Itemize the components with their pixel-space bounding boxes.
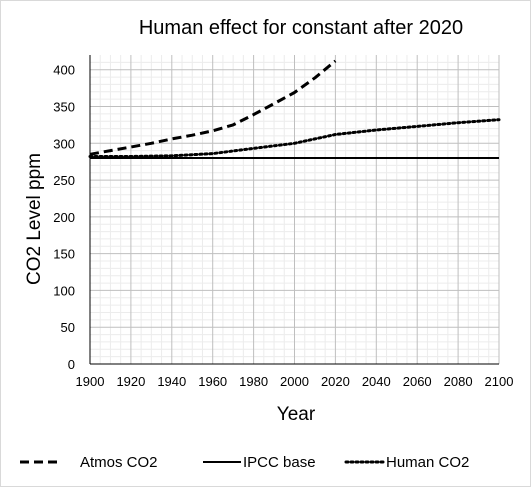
- tick-layer: 1900 1920 1940 1960 1980 2000 2020 2040 2060 2080…: [53, 63, 513, 389]
- legend-item-ipcc-base: IPCC base: [203, 454, 316, 471]
- x-tick-label: 2000: [280, 374, 309, 389]
- legend-item-atmos-co2: Atmos CO2: [20, 454, 158, 471]
- legend-item-human-co2: Human CO2: [344, 454, 469, 471]
- y-axis-title: CO2 Level ppm: [24, 153, 45, 285]
- x-tick-label: 2060: [403, 374, 432, 389]
- x-tick-label: 1940: [157, 374, 186, 389]
- x-tick-label: 1900: [76, 374, 105, 389]
- x-tick-label: 1960: [198, 374, 227, 389]
- x-axis-title: Year: [277, 404, 316, 425]
- x-tick-label: 2020: [321, 374, 350, 389]
- y-tick-label: 50: [61, 320, 75, 335]
- x-tick-label: 1980: [239, 374, 268, 389]
- axis-layer: [89, 55, 499, 365]
- series-layer: [88, 59, 501, 159]
- x-tick-label: 1920: [116, 374, 145, 389]
- y-tick-label: 250: [53, 173, 75, 188]
- y-tick-label: 0: [68, 357, 75, 372]
- grid-layer: [89, 55, 500, 365]
- series-line-atmos-co2: [89, 59, 337, 156]
- y-tick-label: 200: [53, 210, 75, 225]
- y-tick-label: 150: [53, 247, 75, 262]
- y-tick-label: 400: [53, 63, 75, 78]
- x-tick-label: 2100: [485, 374, 514, 389]
- legend-label: IPCC base: [243, 454, 316, 471]
- y-tick-label: 350: [53, 100, 75, 115]
- series-line-human-co2: [88, 118, 501, 158]
- legend-label: Human CO2: [386, 454, 469, 471]
- legend: Atmos CO2 IPCC base Human CO2: [20, 454, 469, 471]
- y-tick-label: 100: [53, 283, 75, 298]
- x-tick-label: 2080: [444, 374, 473, 389]
- legend-label: Atmos CO2: [80, 454, 158, 471]
- y-tick-label: 300: [53, 136, 75, 151]
- chart-title: Human effect for constant after 2020: [139, 17, 463, 39]
- x-tick-label: 2040: [362, 374, 391, 389]
